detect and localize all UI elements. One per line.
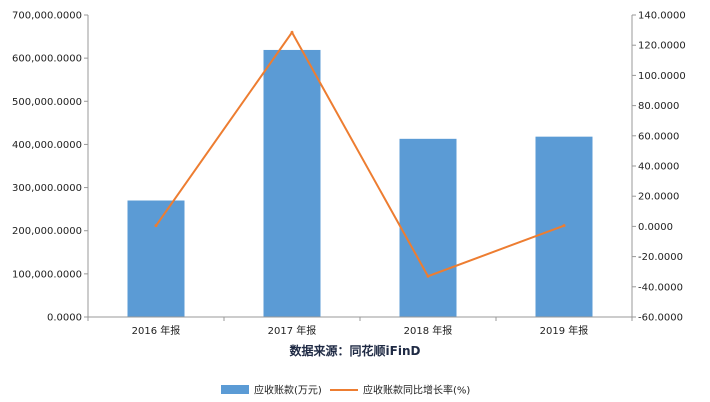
bar xyxy=(399,138,457,317)
x-tick-label: 2019 年报 xyxy=(540,324,589,337)
y-right-tick-label: 20.0000 xyxy=(638,192,679,203)
legend: 应收账款(万元) 应收账款同比增长率(%) xyxy=(221,384,470,397)
bar xyxy=(263,49,321,318)
y-right-tick-label: 140.0000 xyxy=(638,11,686,22)
y-left-tick-label: 100,000.0000 xyxy=(12,269,82,280)
y-left-tick-label: 700,000.0000 xyxy=(12,11,82,22)
bar xyxy=(127,200,185,317)
y-left-tick-label: 0.0000 xyxy=(47,313,82,324)
y-right-tick-label: 0.0000 xyxy=(638,222,673,233)
y-left-tick-label: 400,000.0000 xyxy=(12,140,82,151)
x-tick-label: 2016 年报 xyxy=(132,324,181,337)
x-tick-label: 2017 年报 xyxy=(268,324,317,337)
y-right-tick-label: 60.0000 xyxy=(638,131,679,142)
growth-rate-line xyxy=(155,30,565,278)
growth-rate-point xyxy=(426,274,430,278)
y-left-tick-label: 300,000.0000 xyxy=(12,183,82,194)
y-left-tick-label: 500,000.0000 xyxy=(12,97,82,108)
x-tick-label: 2018 年报 xyxy=(404,324,453,337)
growth-rate-point xyxy=(562,224,566,228)
y-left-tick-label: 600,000.0000 xyxy=(12,54,82,65)
y-right-tick-label: 40.0000 xyxy=(638,162,679,173)
growth-rate-point xyxy=(290,30,294,34)
legend-swatch-receivables xyxy=(221,385,249,394)
source-label: 数据来源：同花顺iFinD xyxy=(290,343,421,358)
labels-layer: 0.0000 100,000.0000 200,000.0000 300,000.00… xyxy=(12,11,686,338)
line-layer xyxy=(154,30,566,278)
legend-label-receivables: 应收账款(万元) xyxy=(254,384,322,397)
axes-layer xyxy=(84,14,636,321)
y-right-tick-label: -60.0000 xyxy=(638,313,683,324)
legend-label-growth: 应收账款同比增长率(%) xyxy=(363,384,470,397)
y-left-tick-label: 200,000.0000 xyxy=(12,226,82,237)
bars-layer xyxy=(127,49,593,318)
y-right-tick-label: 80.0000 xyxy=(638,101,679,112)
y-right-tick-label: 120.0000 xyxy=(638,41,686,52)
y-right-tick-label: -20.0000 xyxy=(638,252,683,263)
growth-rate-point xyxy=(154,224,158,228)
y-right-tick-label: 100.0000 xyxy=(638,71,686,82)
y-right-tick-label: -40.0000 xyxy=(638,282,683,293)
